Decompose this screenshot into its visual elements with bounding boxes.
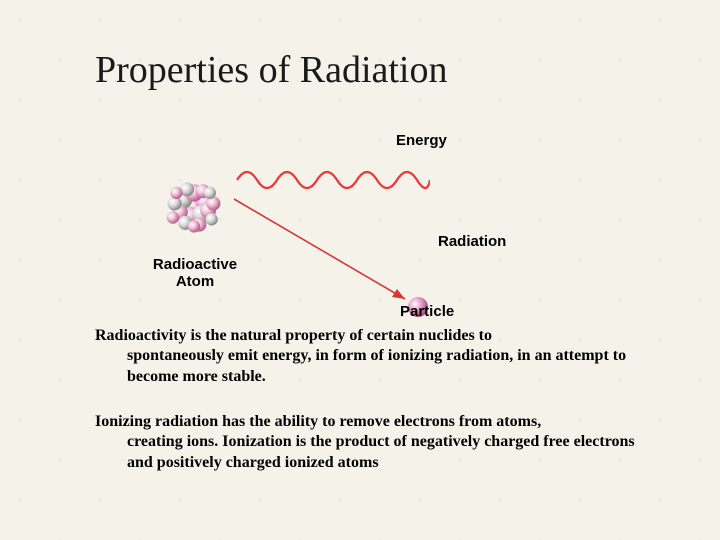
label-atom: Radioactive Atom	[140, 256, 250, 291]
label-particle: Particle	[400, 303, 454, 320]
energy-wave	[235, 158, 430, 198]
p1-rest: spontaneously emit energy, in form of io…	[95, 346, 655, 387]
radiation-diagram: Energy Radiation Radioactive Atom Partic…	[130, 138, 540, 323]
atom-graphic	[150, 163, 238, 251]
p2-rest: creating ions. Ionization is the product…	[95, 432, 655, 473]
label-atom-line2: Atom	[176, 273, 214, 290]
label-energy: Energy	[396, 132, 447, 149]
p1-lead: Radioactivity is the natural property of…	[95, 327, 492, 344]
page-title: Properties of Radiation	[95, 48, 447, 92]
paragraph-ionizing: Ionizing radiation has the ability to re…	[95, 412, 655, 473]
paragraph-radioactivity: Radioactivity is the natural property of…	[95, 326, 655, 387]
label-atom-line1: Radioactive	[153, 256, 237, 273]
label-radiation: Radiation	[438, 233, 506, 250]
p2-lead: Ionizing radiation has the ability to re…	[95, 413, 541, 430]
